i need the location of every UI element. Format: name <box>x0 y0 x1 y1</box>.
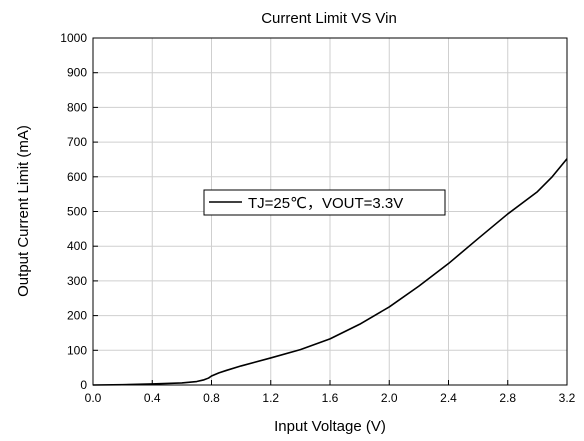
x-tick-label: 0.8 <box>203 391 220 405</box>
x-tick-label: 0.0 <box>85 391 102 405</box>
y-tick-label: 0 <box>80 378 87 392</box>
y-axis-title: Output Current Limit (mA) <box>15 125 32 297</box>
y-tick-label: 400 <box>67 239 87 253</box>
y-tick-label: 300 <box>67 274 87 288</box>
y-tick-label: 700 <box>67 135 87 149</box>
y-tick-label: 900 <box>67 66 87 80</box>
x-tick-label: 2.0 <box>381 391 398 405</box>
legend-label: TJ=25℃，VOUT=3.3V <box>248 195 403 212</box>
legend: TJ=25℃，VOUT=3.3V <box>203 189 446 216</box>
x-axis: 0.0 0.4 0.8 1.2 1.6 2.0 2.4 2.8 3.2 <box>85 380 576 405</box>
x-tick-label: 2.4 <box>440 391 457 405</box>
y-tick-label: 200 <box>67 309 87 323</box>
y-tick-label: 800 <box>67 100 87 114</box>
series-line-0 <box>92 158 568 386</box>
x-tick-label: 1.2 <box>262 391 279 405</box>
y-tick-label: 500 <box>67 205 87 219</box>
legend-box <box>203 189 446 216</box>
chart-title: Current Limit VS Vin <box>261 10 397 27</box>
x-tick-label: 1.6 <box>322 391 339 405</box>
x-tick-label: 3.2 <box>559 391 576 405</box>
x-tick-label: 2.8 <box>499 391 516 405</box>
series-group <box>92 158 568 386</box>
x-axis-title: Input Voltage (V) <box>274 418 386 435</box>
x-tick-label: 0.4 <box>144 391 161 405</box>
y-tick-label: 100 <box>67 343 87 357</box>
y-tick-label: 600 <box>67 170 87 184</box>
y-axis: 0 100 200 300 400 500 600 700 800 900 1000 <box>60 31 98 392</box>
y-tick-label: 1000 <box>60 31 87 45</box>
